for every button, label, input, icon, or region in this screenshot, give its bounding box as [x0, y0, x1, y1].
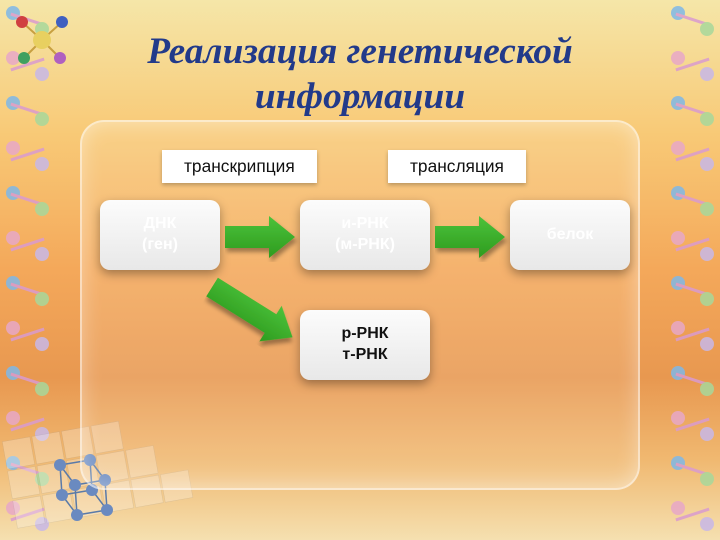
label-translation-text: трансляция [410, 156, 504, 176]
arrow-mrna-to-protein [435, 212, 525, 262]
title-line2: информации [0, 75, 720, 120]
label-transcription: транскрипция [162, 150, 317, 183]
title-line1: Реализация генетической [0, 30, 720, 75]
node-mrna-line1: и-РНК [341, 214, 388, 235]
node-other-rna-line1: р-РНК [341, 324, 388, 345]
label-transcription-text: транскрипция [184, 156, 295, 176]
node-other-rna-line2: т-РНК [342, 345, 387, 366]
node-other-rna: р-РНК т-РНК [300, 310, 430, 380]
node-mrna-line2: (м-РНК) [335, 235, 395, 256]
slide-title: Реализация генетической информации [0, 30, 720, 120]
node-dna: ДНК (ген) [100, 200, 220, 270]
node-protein: белок [510, 200, 630, 270]
node-dna-line1: ДНК [144, 214, 177, 235]
arrow-dna-to-mrna [225, 212, 315, 262]
label-translation: трансляция [388, 150, 526, 183]
node-protein-line1: белок [547, 225, 594, 246]
node-dna-line2: (ген) [142, 235, 178, 256]
node-mrna: и-РНК (м-РНК) [300, 200, 430, 270]
